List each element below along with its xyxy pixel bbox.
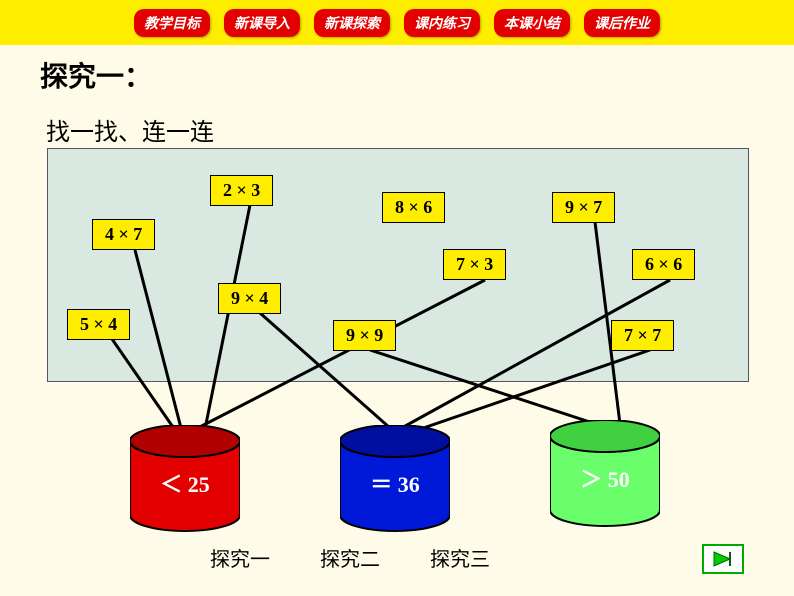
- expr-e1[interactable]: 4 × 7: [92, 219, 155, 250]
- expr-e5[interactable]: 7 × 3: [443, 249, 506, 280]
- expr-e2[interactable]: 2 × 3: [210, 175, 273, 206]
- nav-btn-3[interactable]: 课内练习: [404, 9, 480, 37]
- nav-bar: 教学目标新课导入新课探索课内练习本课小结课后作业: [0, 0, 794, 45]
- nav-btn-2[interactable]: 新课探索: [314, 9, 390, 37]
- page-title: 探究一：: [40, 55, 152, 95]
- svg-text:＜ 25: ＜ 25: [160, 472, 210, 497]
- expr-e7[interactable]: 9 × 4: [218, 283, 281, 314]
- cylinder-c3[interactable]: ＞ 50: [550, 420, 660, 547]
- svg-text:＝ 36: ＝ 36: [370, 472, 420, 497]
- cylinder-c2[interactable]: ＝ 36: [340, 425, 450, 552]
- nav-btn-1[interactable]: 新课导入: [224, 9, 300, 37]
- expr-e4[interactable]: 9 × 7: [552, 192, 615, 223]
- expr-e10[interactable]: 7 × 7: [611, 320, 674, 351]
- svg-text:＞ 50: ＞ 50: [580, 467, 630, 492]
- play-icon: [712, 550, 734, 568]
- nav-btn-0[interactable]: 教学目标: [134, 9, 210, 37]
- subtitle: 找一找、连一连: [46, 112, 214, 147]
- next-button[interactable]: [702, 544, 744, 574]
- expr-e8[interactable]: 5 × 4: [67, 309, 130, 340]
- nav-btn-4[interactable]: 本课小结: [494, 9, 570, 37]
- expr-e9[interactable]: 9 × 9: [333, 320, 396, 351]
- expr-e6[interactable]: 6 × 6: [632, 249, 695, 280]
- expr-e3[interactable]: 8 × 6: [382, 192, 445, 223]
- nav-btn-5[interactable]: 课后作业: [584, 9, 660, 37]
- cylinder-c1[interactable]: ＜ 25: [130, 425, 240, 552]
